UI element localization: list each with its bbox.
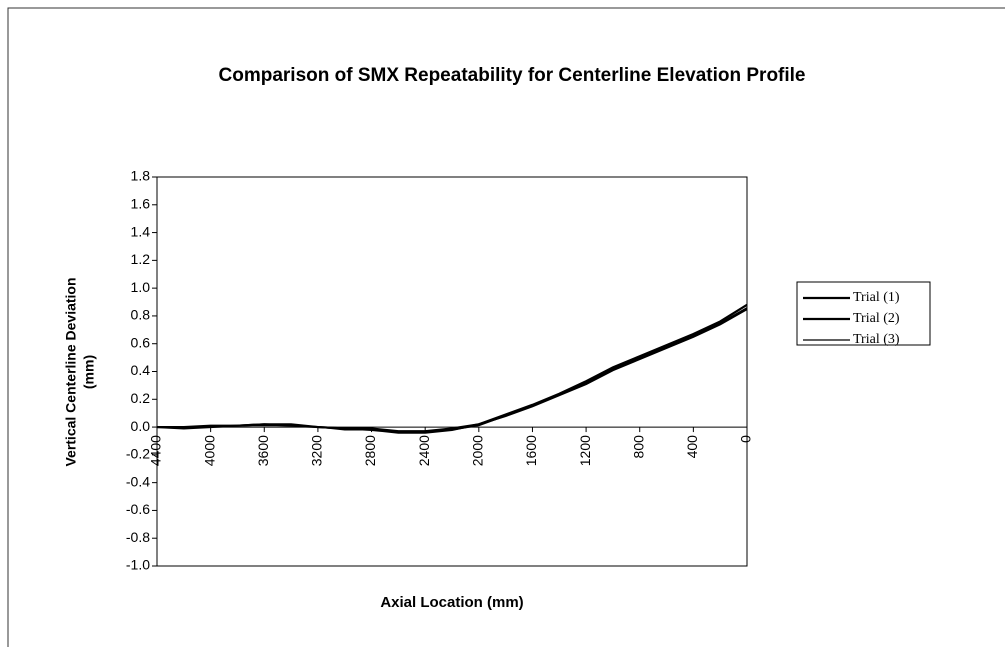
y-tick-label: 1.4: [131, 223, 151, 239]
y-tick-label: 1.6: [131, 195, 151, 211]
plot-area: [156, 176, 748, 567]
x-tick-label: 2000: [470, 435, 486, 466]
y-tick-label: -0.8: [126, 529, 150, 545]
chart-title: Comparison of SMX Repeatability for Cent…: [219, 65, 806, 86]
series-line: [157, 307, 748, 434]
y-tick-label: -1.0: [126, 557, 150, 573]
x-tick-label: 2800: [362, 435, 378, 466]
y-tick-label: -0.6: [126, 501, 150, 517]
y-axis-label: Vertical Centerline Deviation (mm): [63, 277, 97, 466]
y-axis-label-line: (mm): [81, 355, 97, 389]
y-tick-label: -0.2: [126, 446, 150, 462]
y-tick-label: -0.4: [126, 473, 150, 489]
y-tick-label: 0.0: [131, 418, 151, 434]
x-axis-label: Axial Location (mm): [380, 594, 523, 611]
y-tick-label: 1.8: [131, 168, 151, 184]
x-tick-label: 4000: [201, 435, 217, 466]
legend-label: Trial (2): [853, 311, 900, 326]
y-tick-label: 0.2: [131, 390, 151, 406]
series-line: [156, 303, 748, 433]
legend: [796, 281, 931, 346]
x-tick-label: 3600: [255, 435, 271, 466]
x-tick-label: 3200: [309, 435, 325, 466]
series-line: [157, 308, 748, 434]
legend-label: Trial (3): [853, 332, 900, 347]
x-tick-label: 1600: [523, 435, 539, 466]
y-tick-label: 1.2: [131, 251, 151, 267]
x-tick-label: 800: [630, 435, 646, 459]
y-tick-label: 0.6: [131, 334, 151, 350]
legend-label: Trial (1): [853, 290, 900, 305]
y-tick-label: 1.0: [131, 279, 151, 295]
x-tick-label: 4400: [148, 435, 164, 466]
y-axis-label-line: Vertical Centerline Deviation: [63, 277, 79, 466]
x-tick-label: 0: [738, 435, 754, 443]
x-tick-label: 1200: [577, 435, 593, 466]
x-tick-label: 400: [684, 435, 700, 459]
y-tick-label: 0.8: [131, 307, 151, 323]
x-tick-label: 2400: [416, 435, 432, 466]
y-tick-label: 0.4: [131, 362, 151, 378]
frame: [7, 7, 1005, 647]
